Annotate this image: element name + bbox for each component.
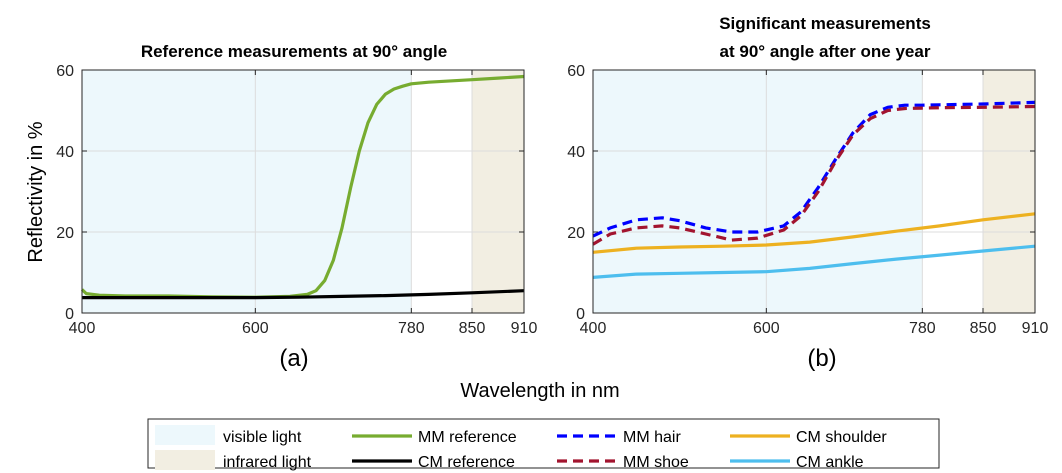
y-tick-label-20-b: 20 [567, 225, 585, 242]
x-tick-label-400-b: 400 [580, 320, 607, 337]
x-tick-label-780-b: 780 [909, 320, 936, 337]
legend-label-visible-light: visible light [223, 429, 302, 446]
series-layer-b [592, 100, 1036, 279]
legend-label-infrared-light: infrared light [223, 454, 312, 471]
chart-panel-a: 400 600 780 850 910 0 20 40 60 Reference measure… [56, 42, 537, 372]
chart-title-b-line2: at 90° angle after one year [720, 42, 931, 61]
band-infrared-light-b [983, 70, 1035, 313]
chart-title-a-line1: Reference measurements at 90° angle [141, 42, 447, 61]
band-visible-light-b [593, 70, 923, 313]
axes-layer-b: 400 600 780 850 910 0 20 40 60 [567, 63, 1048, 337]
legend-label-mm-shoe: MM shoe [623, 454, 689, 471]
series-cm-ankle-b [592, 244, 1036, 279]
legend-label-cm-ankle: CM ankle [796, 454, 864, 471]
legend-swatch-visible-light [155, 425, 215, 445]
series-cm-reference-a [82, 289, 525, 300]
series-mm-shoe-b [592, 104, 1036, 246]
y-tick-label-40-a: 40 [56, 144, 74, 161]
panel-label-b: (b) [807, 345, 836, 372]
x-tick-label-600-b: 600 [753, 320, 780, 337]
y-tick-label-0-b: 0 [576, 306, 585, 323]
y-axis-label: Reflectivity in % [25, 121, 47, 262]
x-tick-label-910-b: 910 [1022, 320, 1049, 337]
legend-label-mm-reference: MM reference [418, 429, 517, 446]
band-visible-light-a [82, 70, 412, 313]
chart-title-b-line1: Significant measurements [719, 14, 931, 33]
x-tick-label-850-b: 850 [970, 320, 997, 337]
axes-layer-a: 400 600 780 850 910 0 20 40 60 [56, 63, 537, 337]
band-layer-a [82, 70, 524, 313]
legend-box [147, 418, 940, 469]
y-tick-label-20-a: 20 [56, 225, 74, 242]
legend-label-cm-shoulder: CM shoulder [796, 429, 887, 446]
x-tick-label-910-a: 910 [511, 320, 538, 337]
y-tick-label-60-b: 60 [567, 63, 585, 80]
legend-items: visible light infrared light MM reference C… [155, 425, 887, 471]
x-tick-label-850-a: 850 [459, 320, 486, 337]
x-tick-label-400-a: 400 [69, 320, 96, 337]
y-tick-label-60-a: 60 [56, 63, 74, 80]
grid-layer-a [82, 70, 524, 313]
legend-label-cm-reference: CM reference [418, 454, 515, 471]
axes-frame-a [81, 69, 525, 314]
x-tick-label-600-a: 600 [242, 320, 269, 337]
panel-label-a: (a) [279, 345, 308, 372]
axes-frame-b [592, 69, 1036, 314]
x-axis-label: Wavelength in nm [460, 380, 619, 402]
chart-panel-b: 400 600 780 850 910 0 20 40 60 Significant measu… [567, 14, 1048, 372]
y-tick-label-40-b: 40 [567, 144, 585, 161]
y-tick-label-0-a: 0 [65, 306, 74, 323]
band-infrared-light-a [472, 70, 524, 313]
series-layer-a [80, 74, 525, 300]
legend-label-mm-hair: MM hair [623, 429, 681, 446]
series-mm-hair-b [592, 100, 1036, 238]
series-cm-shoulder-b [592, 212, 1036, 254]
legend: visible light infrared light MM reference C… [147, 418, 940, 471]
x-tick-label-780-a: 780 [398, 320, 425, 337]
legend-swatch-infrared-light [155, 450, 215, 470]
